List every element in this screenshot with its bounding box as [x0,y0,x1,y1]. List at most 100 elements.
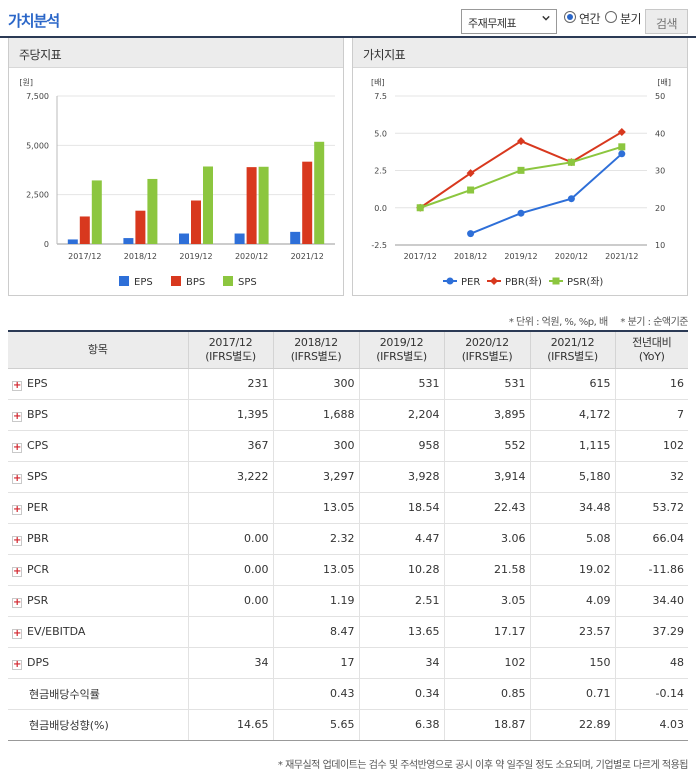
row-label: PSR [27,593,49,607]
value-cell: 531 [358,368,444,400]
expand-plus-icon[interactable]: + [12,472,22,484]
valuation-table: 항목 2017/12 (IFRS별도) 2018/12 (IFRS별도) 2019/12(… [8,330,688,741]
value-cell: 13.05 [272,554,359,586]
per-share-panel-title: 주당지표 [9,38,343,68]
value-cell: 367 [187,430,273,462]
table-header-0: 항목 [8,330,188,369]
expand-plus-icon[interactable]: + [12,379,22,391]
value-cell: 34 [187,647,273,679]
row-label-cell[interactable]: + PCR [8,554,188,586]
value-cell: 6.38 [358,709,444,741]
row-label-cell[interactable]: + BPS [8,399,188,431]
header-line2: (IFRS별도) [376,349,427,363]
value-cell: 0.71 [529,678,615,710]
legend-marker-PSR(좌) [552,277,560,285]
table-row: + PBR 0.00 2.32 4.47 3.06 5.08 66.04 [8,523,688,555]
row-label: EV/EBITDA [27,624,86,638]
bar-eps [67,239,78,244]
per-share-panel: 주당지표 [원] 7,500 5,000 2,500 0 2017/12 2018/12 20… [8,38,344,296]
row-label-cell[interactable]: + DPS [8,647,188,679]
value-cell: 22.43 [443,492,530,524]
radio-quarter[interactable] [605,11,617,23]
value-cell: 0.85 [443,678,530,710]
header-line1: 2017/12 [208,335,253,349]
expand-plus-icon[interactable]: + [12,410,22,422]
yoy-cell: 66.04 [614,523,688,555]
row-label-cell: 현금배당수익률 [8,678,188,710]
row-label: SPS [27,469,48,483]
unit-notes: * 단위 : 억원, %, %p, 배 * 분기 : 순액기준 [499,313,689,328]
row-label: PCR [27,562,49,576]
bar-bps [79,216,90,244]
search-button[interactable]: 검색 [645,9,688,34]
y-tick-label: 2,500 [26,191,49,200]
point-PBR(좌) [517,137,525,146]
expand-plus-icon[interactable]: + [12,441,22,453]
table-row: + EPS 231 300 531 531 615 16 [8,368,688,400]
value-cell: 1.19 [272,585,359,617]
row-label-cell[interactable]: + PBR [8,523,188,555]
header-line2: (IFRS별도) [547,349,598,363]
yoy-cell: 102 [614,430,688,462]
table-header-1: 2017/12 (IFRS별도) [187,330,273,369]
header-line2: (IFRS별도) [205,349,256,363]
point-PSR(좌) [416,204,424,212]
value-cell: 10.28 [358,554,444,586]
y-tick-label: 5,000 [26,141,49,150]
row-label: DPS [27,655,50,669]
header-line1: 항목 [87,342,108,356]
value-cell: 34 [358,647,444,679]
yoy-cell: 34.40 [614,585,688,617]
bar-eps [234,233,245,244]
legend-label: SPS [238,277,257,288]
header-line1: 2019/12 [379,335,424,349]
radio-annual[interactable] [564,11,576,23]
row-label-cell[interactable]: + PER [8,492,188,524]
y-left-tick-label: 2.5 [374,167,387,176]
expand-plus-icon[interactable]: + [12,503,22,515]
expand-plus-icon[interactable]: + [12,565,22,577]
expand-plus-icon[interactable]: + [12,658,22,670]
value-cell: 18.87 [443,709,530,741]
table-header-4: 2020/12 (IFRS별도) [443,330,530,369]
row-label-cell[interactable]: + CPS [8,430,188,462]
bar-sps [314,141,325,244]
y-left-tick-label: -2.5 [371,241,387,250]
value-cell: 0.34 [358,678,444,710]
row-label-cell[interactable]: + PSR [8,585,188,617]
value-cell: 4.47 [358,523,444,555]
value-cell: 19.02 [529,554,615,586]
table-row: + SPS 3,222 3,297 3,928 3,914 5,180 32 [8,461,688,493]
expand-plus-icon[interactable]: + [12,627,22,639]
value-cell: 3,297 [272,461,359,493]
bar-bps [246,167,257,244]
statement-type-select[interactable]: 주재무제표 [461,9,557,34]
row-label-cell[interactable]: + EV/EBITDA [8,616,188,648]
bar-eps [290,231,301,244]
bar-sps [91,180,102,244]
value-cell: 21.58 [443,554,530,586]
radio-annual-label[interactable]: 연간 [579,12,601,26]
row-label: EPS [27,376,48,390]
valuation-panel: 가치지표 [배] [배] 7.5 5.0 2.5 0.0 -2.5 50 40 30 20 10 201… [352,38,688,296]
point-PSR(좌) [618,143,626,151]
y-left-unit-label: [배] [371,78,385,87]
radio-quarter-label[interactable]: 분기 [620,12,642,26]
yoy-cell: -11.86 [614,554,688,586]
header-line2: (IFRS별도) [290,349,342,363]
yoy-cell: 53.72 [614,492,688,524]
expand-plus-icon[interactable]: + [12,534,22,546]
row-label: 현금배당성향(%) [29,718,109,732]
bar-eps [123,238,134,244]
expand-plus-icon[interactable]: + [12,596,22,608]
legend-label: PBR(좌) [505,276,542,288]
valuation-line-chart: [배] [배] 7.5 5.0 2.5 0.0 -2.5 50 40 30 20 10 2017/12 2… [371,78,671,288]
header-line2: (IFRS별도) [461,349,513,363]
point-PER [618,150,626,158]
value-cell: 17 [272,647,359,679]
row-label-cell[interactable]: + EPS [8,368,188,400]
y-tick-label: 0 [44,240,49,249]
value-cell: 1,395 [187,399,273,431]
row-label-cell[interactable]: + SPS [8,461,188,493]
value-cell: 3.06 [443,523,530,555]
